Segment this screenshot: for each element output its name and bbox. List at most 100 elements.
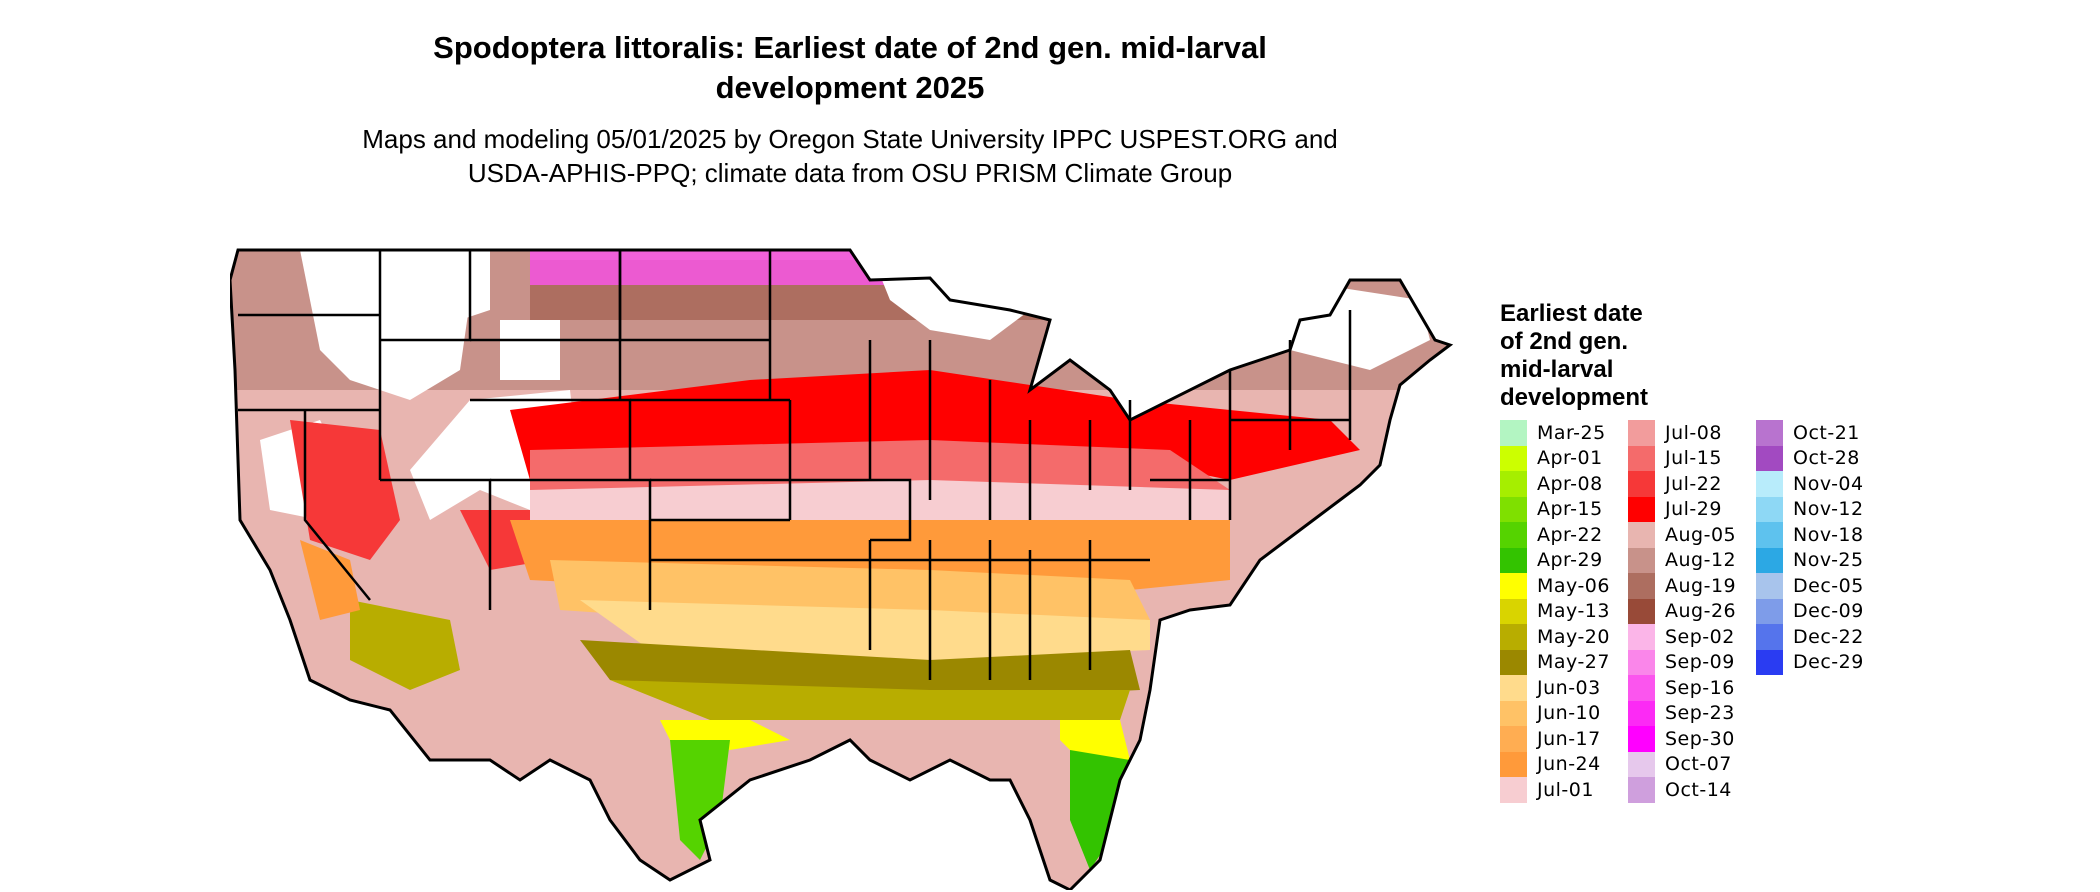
legend-swatch <box>1628 777 1655 803</box>
legend-item: Sep-09 <box>1628 649 1756 675</box>
legend-swatch <box>1628 471 1655 497</box>
legend-swatch <box>1628 726 1655 752</box>
legend-label: Jul-22 <box>1665 472 1722 495</box>
legend-item: Oct-28 <box>1756 445 1884 471</box>
legend-item: Apr-15 <box>1500 496 1628 522</box>
legend-item: Apr-01 <box>1500 445 1628 471</box>
legend-label: Dec-29 <box>1793 651 1864 674</box>
legend-swatch <box>1500 522 1527 548</box>
legend-label: Oct-14 <box>1665 778 1732 801</box>
legend-label: May-20 <box>1537 625 1610 648</box>
legend-label: Apr-29 <box>1537 549 1603 572</box>
legend-item: Nov-12 <box>1756 496 1884 522</box>
legend-swatch <box>1500 598 1527 624</box>
legend-item: Sep-02 <box>1628 624 1756 650</box>
legend-swatch <box>1628 675 1655 701</box>
legend-swatch <box>1500 624 1527 650</box>
legend-label: Sep-02 <box>1665 625 1735 648</box>
legend-label: Apr-15 <box>1537 498 1603 521</box>
map-subtitle: Maps and modeling 05/01/2025 by Oregon S… <box>362 124 1338 188</box>
legend-swatch <box>1756 573 1783 599</box>
legend-label: Nov-18 <box>1793 523 1864 546</box>
development-date-raster <box>230 250 1450 890</box>
legend-swatch <box>1756 471 1783 497</box>
legend-item: Aug-19 <box>1628 573 1756 599</box>
legend-label: Apr-01 <box>1537 447 1603 470</box>
legend-swatch <box>1500 496 1527 522</box>
legend-swatch <box>1628 700 1655 726</box>
legend-item: Jul-15 <box>1628 445 1756 471</box>
legend-label: Oct-07 <box>1665 753 1732 776</box>
legend-item: Aug-05 <box>1628 522 1756 548</box>
legend-label: Dec-09 <box>1793 600 1864 623</box>
legend-title: Earliest date of 2nd gen. mid-larval dev… <box>1500 300 1649 411</box>
legend-item: Aug-12 <box>1628 547 1756 573</box>
legend-swatch <box>1756 420 1783 446</box>
legend-swatch <box>1756 445 1783 471</box>
legend-label: Sep-16 <box>1665 676 1735 699</box>
legend-label: Sep-23 <box>1665 702 1735 725</box>
legend-swatch <box>1628 420 1655 446</box>
legend-swatch <box>1500 675 1527 701</box>
legend-label: Sep-09 <box>1665 651 1735 674</box>
legend-item: Aug-26 <box>1628 598 1756 624</box>
legend-item: Jun-03 <box>1500 675 1628 701</box>
legend-item: Jul-22 <box>1628 471 1756 497</box>
legend-swatch <box>1500 471 1527 497</box>
legend-swatch <box>1500 649 1527 675</box>
legend-swatch <box>1500 751 1527 777</box>
legend-label: Oct-21 <box>1793 421 1860 444</box>
legend-swatch <box>1500 547 1527 573</box>
legend-item: Apr-08 <box>1500 471 1628 497</box>
legend-label: Nov-25 <box>1793 549 1864 572</box>
legend-swatch <box>1756 547 1783 573</box>
legend-label: Mar-25 <box>1537 421 1606 444</box>
legend-item: Nov-04 <box>1756 471 1884 497</box>
legend-label: Apr-22 <box>1537 523 1603 546</box>
legend-item: Jun-17 <box>1500 726 1628 752</box>
legend-swatch <box>1756 496 1783 522</box>
legend-item: Dec-05 <box>1756 573 1884 599</box>
legend-item: Oct-07 <box>1628 751 1756 777</box>
legend-item: Sep-16 <box>1628 675 1756 701</box>
legend-item: Mar-25 <box>1500 420 1628 446</box>
legend-label: Jun-10 <box>1537 702 1601 725</box>
legend-label: Jul-08 <box>1665 421 1722 444</box>
legend-swatch <box>1628 598 1655 624</box>
legend-swatch <box>1756 624 1783 650</box>
legend-label: Jul-01 <box>1537 778 1594 801</box>
legend-item: Nov-25 <box>1756 547 1884 573</box>
legend-swatch <box>1628 522 1655 548</box>
legend-label: Oct-28 <box>1793 447 1860 470</box>
legend-label: Aug-26 <box>1665 600 1737 623</box>
legend-label: Sep-30 <box>1665 727 1735 750</box>
legend-item: Jul-01 <box>1500 777 1628 803</box>
legend-item: Jul-29 <box>1628 496 1756 522</box>
legend-swatch <box>1756 598 1783 624</box>
legend-item: Jul-08 <box>1628 420 1756 446</box>
legend-label: Nov-04 <box>1793 472 1864 495</box>
legend-label: Dec-05 <box>1793 574 1864 597</box>
legend-swatch <box>1756 649 1783 675</box>
legend-item: May-06 <box>1500 573 1628 599</box>
legend-item: Apr-29 <box>1500 547 1628 573</box>
legend-swatch <box>1628 573 1655 599</box>
legend-item: Jun-10 <box>1500 700 1628 726</box>
legend-swatch <box>1500 445 1527 471</box>
legend-label: May-27 <box>1537 651 1610 674</box>
legend-item: Apr-22 <box>1500 522 1628 548</box>
state-borders <box>238 250 1352 680</box>
legend: Mar-25 Apr-01 Apr-08 Apr-15 Apr-22 Apr-29 May-… <box>1500 420 1920 820</box>
legend-item: May-27 <box>1500 649 1628 675</box>
legend-item: Jun-24 <box>1500 751 1628 777</box>
legend-item: Oct-14 <box>1628 777 1756 803</box>
legend-item: May-20 <box>1500 624 1628 650</box>
legend-swatch <box>1628 624 1655 650</box>
legend-label: May-06 <box>1537 574 1610 597</box>
map-title: Spodoptera littoralis: Earliest date of … <box>433 30 1267 105</box>
legend-item: Nov-18 <box>1756 522 1884 548</box>
legend-swatch <box>1756 522 1783 548</box>
legend-swatch <box>1628 445 1655 471</box>
legend-item: May-13 <box>1500 598 1628 624</box>
legend-swatch <box>1500 726 1527 752</box>
